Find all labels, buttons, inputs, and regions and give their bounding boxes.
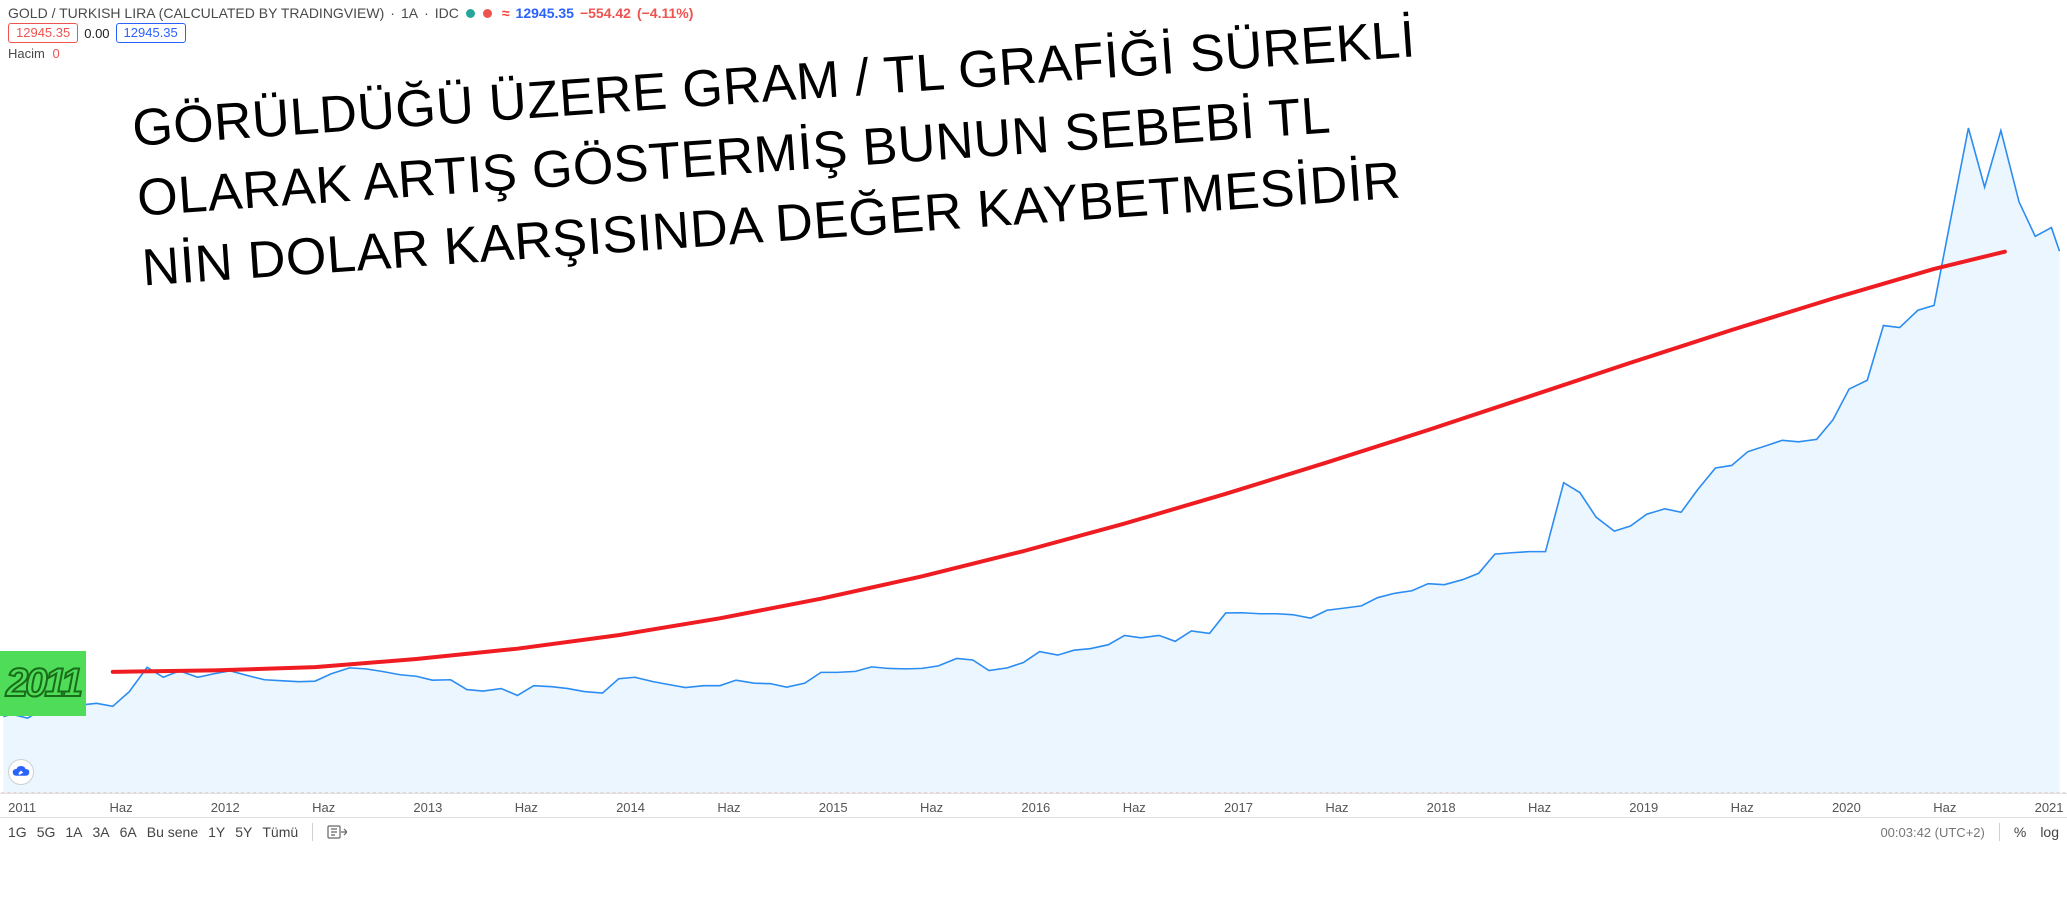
separator bbox=[312, 823, 313, 841]
range-5g[interactable]: 5G bbox=[37, 824, 56, 840]
last-price: 12945.35 bbox=[516, 5, 574, 21]
range-1g[interactable]: 1G bbox=[8, 824, 27, 840]
volume-value: 0 bbox=[52, 46, 59, 61]
range-5y[interactable]: 5Y bbox=[235, 824, 252, 840]
time-range-selector: 1G 5G 1A 3A 6A Bu sene 1Y 5Y Tümü bbox=[8, 824, 298, 840]
x-tick: Haz bbox=[717, 800, 740, 815]
x-tick: 2011 bbox=[8, 800, 36, 815]
chart-header: GOLD / TURKISH LIRA (CALCULATED BY TRADI… bbox=[0, 0, 2067, 22]
price-pill-bid[interactable]: 12945.35 bbox=[8, 23, 78, 44]
cloud-icon bbox=[12, 765, 30, 779]
x-tick: 2021 bbox=[2035, 800, 2064, 815]
x-tick: Haz bbox=[1123, 800, 1146, 815]
price-change-pct: (−4.11%) bbox=[637, 5, 693, 21]
price-pill-ask[interactable]: 12945.35 bbox=[116, 23, 186, 44]
x-tick: Haz bbox=[515, 800, 538, 815]
range-3a[interactable]: 3A bbox=[93, 824, 110, 840]
x-tick: Haz bbox=[1325, 800, 1348, 815]
cloud-sync-button[interactable] bbox=[8, 759, 34, 785]
range-6a[interactable]: 6A bbox=[120, 824, 137, 840]
year-badge[interactable]: 2011 bbox=[0, 651, 86, 716]
x-tick: 2017 bbox=[1224, 800, 1253, 815]
x-tick: Haz bbox=[1933, 800, 1956, 815]
separator bbox=[1999, 823, 2000, 841]
bottom-toolbar: 1G 5G 1A 3A 6A Bu sene 1Y 5Y Tümü 00:03:42 (UTC+… bbox=[0, 818, 2067, 846]
percent-scale-button[interactable]: % bbox=[2014, 824, 2026, 840]
x-tick: 2016 bbox=[1021, 800, 1050, 815]
range-1a[interactable]: 1A bbox=[65, 824, 82, 840]
goto-icon bbox=[327, 824, 347, 840]
interval-label[interactable]: 1A bbox=[401, 5, 418, 21]
x-axis: 2011 Haz 2012 Haz 2013 Haz 2014 Haz 2015 Haz 2016 H… bbox=[0, 794, 2067, 818]
symbol-name[interactable]: GOLD / TURKISH LIRA (CALCULATED BY TRADI… bbox=[8, 5, 384, 21]
x-tick: Haz bbox=[312, 800, 335, 815]
spread-value: 0.00 bbox=[84, 26, 109, 41]
approx-icon: ≈ bbox=[502, 5, 510, 21]
chart-area[interactable]: GÖRÜLDÜĞÜ ÜZERE GRAM / TL GRAFİĞİ SÜREKL… bbox=[0, 64, 2067, 794]
x-tick: Haz bbox=[1528, 800, 1551, 815]
x-tick: 2014 bbox=[616, 800, 645, 815]
goto-date-button[interactable] bbox=[327, 824, 347, 840]
x-tick: 2013 bbox=[413, 800, 442, 815]
status-dot-1 bbox=[466, 9, 475, 18]
volume-label: Hacim bbox=[8, 46, 45, 61]
price-change: −554.42 bbox=[580, 5, 631, 21]
x-tick: 2020 bbox=[1832, 800, 1861, 815]
x-tick: 2015 bbox=[819, 800, 848, 815]
x-tick: 2012 bbox=[211, 800, 240, 815]
x-tick: 2019 bbox=[1629, 800, 1658, 815]
range-1y[interactable]: 1Y bbox=[208, 824, 225, 840]
timezone-display[interactable]: 00:03:42 (UTC+2) bbox=[1880, 825, 1984, 840]
x-tick: Haz bbox=[1731, 800, 1754, 815]
range-bu-sene[interactable]: Bu sene bbox=[147, 824, 198, 840]
exchange-label: IDC bbox=[435, 5, 459, 21]
year-badge-label: 2011 bbox=[6, 661, 80, 705]
range-tümü[interactable]: Tümü bbox=[262, 824, 298, 840]
status-dot-2 bbox=[483, 9, 492, 18]
x-tick: 2018 bbox=[1427, 800, 1456, 815]
x-tick: Haz bbox=[109, 800, 132, 815]
x-tick: Haz bbox=[920, 800, 943, 815]
log-scale-button[interactable]: log bbox=[2040, 824, 2059, 840]
